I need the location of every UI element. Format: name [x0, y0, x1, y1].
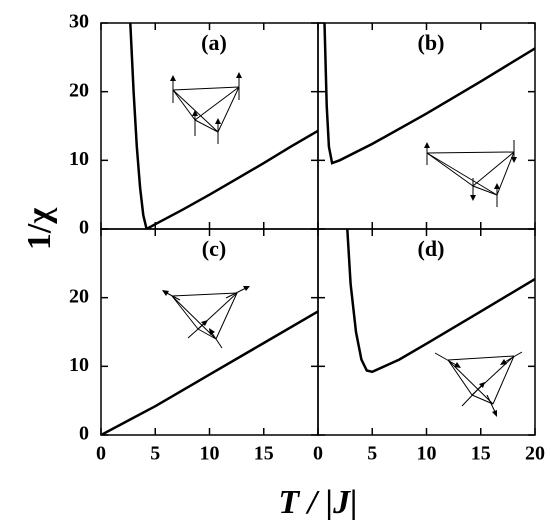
x-tick-label: 10	[200, 443, 220, 465]
curve	[129, 23, 318, 229]
y-tick-label: 10	[69, 354, 89, 376]
curve	[346, 229, 535, 374]
x-tick-label: 0	[313, 443, 323, 465]
panel-label: (d)	[418, 236, 445, 261]
x-tick-label: 20	[525, 443, 545, 465]
x-tick-label: 10	[417, 443, 437, 465]
x-tick-label: 15	[254, 443, 274, 465]
x-tick-label: 5	[150, 443, 160, 465]
y-tick-label: 10	[69, 148, 89, 170]
y-tick-label: 20	[69, 285, 89, 307]
curve	[323, 23, 535, 165]
x-tick-label: 5	[367, 443, 377, 465]
spin-diagram	[434, 351, 523, 417]
x-tick-label: 15	[471, 443, 491, 465]
curve	[101, 310, 318, 435]
panel-label: (c)	[202, 236, 226, 261]
panel-label: (b)	[418, 30, 445, 55]
spin-diagram	[170, 72, 242, 144]
y-tick-label: 0	[79, 423, 89, 445]
spin-diagram	[424, 140, 517, 207]
x-tick-label: 0	[96, 443, 106, 465]
y-axis-label: 1/χ	[21, 208, 58, 250]
spin-diagram	[162, 286, 250, 349]
y-tick-label: 0	[79, 217, 89, 239]
x-axis-label: T / |J|	[278, 484, 357, 521]
y-tick-label: 20	[69, 79, 89, 101]
panel-label: (a)	[201, 30, 227, 55]
y-tick-label: 30	[69, 11, 89, 33]
